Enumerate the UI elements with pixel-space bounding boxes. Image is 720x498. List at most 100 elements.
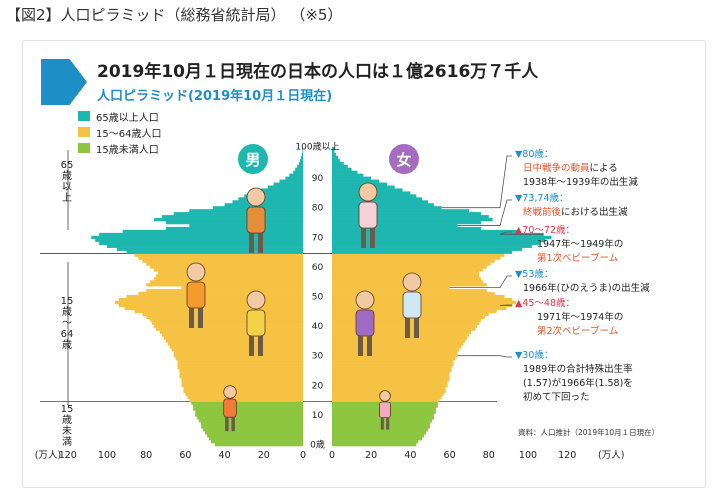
- male-bar: [154, 218, 303, 222]
- adult-woman-illustration: [355, 290, 375, 356]
- male-bar: [126, 295, 303, 299]
- male-bar: [91, 235, 303, 240]
- female-bar: [332, 164, 348, 169]
- female-bar: [332, 345, 462, 349]
- male-bar: [224, 203, 303, 207]
- female-bar: [332, 351, 458, 355]
- male-bar: [126, 250, 303, 254]
- annotation-leader-line: [457, 199, 512, 226]
- female-bar: [332, 369, 452, 373]
- annotation-text: 1966年(ひのえうま)の出生減: [523, 283, 650, 294]
- annotation-heading-text: ▼73,74歳：: [515, 193, 569, 204]
- male-bar: [244, 194, 303, 198]
- male-bar: [146, 262, 303, 266]
- x-tick-label-right: 0: [329, 450, 335, 461]
- male-bar: [206, 434, 303, 438]
- female-bar: [332, 259, 495, 263]
- female-bar: [332, 330, 472, 334]
- annotation-line: 1966年(ひのえうま)の出生減: [515, 282, 650, 296]
- female-bar: [332, 339, 466, 343]
- female-bar: [332, 203, 434, 207]
- female-bar: [332, 374, 450, 379]
- female-bar: [332, 360, 454, 364]
- age-tick-label: 20: [312, 381, 324, 391]
- legend-item-working: 15～64歳人口: [78, 124, 161, 140]
- male-bar: [181, 377, 303, 382]
- male-bar: [171, 348, 303, 352]
- x-tick-label-left: 100: [98, 450, 116, 461]
- female-bar: [332, 256, 501, 260]
- male-bar: [124, 306, 303, 311]
- female-bar: [332, 303, 513, 308]
- age-tick-label: 10: [312, 411, 324, 421]
- annotation-heading: ▼80歳：: [515, 148, 638, 162]
- x-unit-right: (万人): [598, 450, 624, 461]
- adult-man-illustration: [186, 262, 206, 328]
- annotation-text: 終戦前後: [523, 207, 562, 218]
- female-bar: [332, 158, 340, 163]
- male-bar: [114, 300, 303, 305]
- male-bar: [169, 345, 303, 349]
- side-label-child: 15歳未満: [60, 404, 74, 448]
- annotation-heading: ▼30歳：: [515, 349, 633, 363]
- male-bar: [142, 312, 303, 317]
- male-bar: [150, 265, 303, 269]
- male-bar: [203, 428, 303, 432]
- person-leg: [258, 233, 263, 253]
- male-bar: [279, 179, 303, 183]
- person-body: [355, 309, 375, 337]
- annotation-line: 日中戦争の動員による: [515, 162, 638, 176]
- female-bar: [332, 155, 338, 160]
- annotation-text: 第2次ベビーブーム: [537, 326, 619, 337]
- male-bar: [118, 297, 303, 302]
- x-tick-label-right: 40: [404, 450, 416, 461]
- female-bar: [332, 212, 481, 216]
- male-bar: [301, 155, 303, 160]
- male-bar: [199, 419, 303, 423]
- female-bar: [332, 265, 487, 269]
- x-unit-left: (万人): [35, 450, 61, 461]
- legend-swatch-child: [78, 143, 90, 153]
- person-leg: [231, 417, 235, 432]
- person-head: [186, 262, 206, 282]
- female-bar: [332, 152, 336, 157]
- x-tick-label-right: 60: [444, 450, 456, 461]
- female-bar: [332, 354, 458, 358]
- annotation-line: 1971年～1974年の: [515, 311, 623, 325]
- annotation-line: 終戦前後における出生減: [515, 206, 628, 220]
- person-leg: [367, 336, 372, 356]
- female-bar: [332, 380, 448, 385]
- male-bar: [179, 371, 303, 376]
- annotation-heading: ▲45～48歳：: [515, 297, 623, 311]
- annotation-block: ▼73,74歳： 終戦前後における出生減: [515, 192, 628, 220]
- male-bar: [146, 315, 303, 320]
- person-leg: [249, 233, 254, 253]
- person-body: [358, 201, 378, 229]
- female-bar: [332, 437, 423, 441]
- person-leg: [370, 228, 375, 248]
- female-bar: [332, 348, 460, 352]
- annotation-line: 第2次ベビーブーム: [515, 325, 623, 339]
- male-bar: [138, 292, 303, 296]
- age-tick-label: 60: [312, 263, 324, 273]
- age-tick-label: 50: [312, 293, 324, 303]
- male-bar: [177, 366, 303, 370]
- annotation-block: ▼80歳： 日中戦争の動員による 1938年～1939年の出生減: [515, 148, 638, 190]
- annotation-text: 初めて下回った: [523, 392, 590, 403]
- legend-label-working: 15～64歳人口: [96, 128, 162, 140]
- annotation-text: 1938年～1939年の出生減: [523, 177, 638, 188]
- male-bar: [193, 404, 303, 408]
- male-bar: [159, 330, 303, 334]
- female-bar: [332, 226, 481, 231]
- person-head: [358, 182, 378, 202]
- annotation-heading: ▼73,74歳：: [515, 192, 628, 206]
- male-bar: [177, 363, 303, 367]
- male-bar: [299, 161, 303, 166]
- girl-illustration: [379, 390, 391, 430]
- female-bar: [332, 428, 429, 432]
- age-tick-label: 70: [312, 233, 324, 243]
- annotation-block: ▼30歳： 1989年の合計特殊出生率 (1.57)が1966年(1.58)を 初めて…: [515, 349, 633, 405]
- male-bar: [191, 401, 303, 405]
- female-bar: [332, 241, 540, 245]
- male-bar: [197, 416, 303, 420]
